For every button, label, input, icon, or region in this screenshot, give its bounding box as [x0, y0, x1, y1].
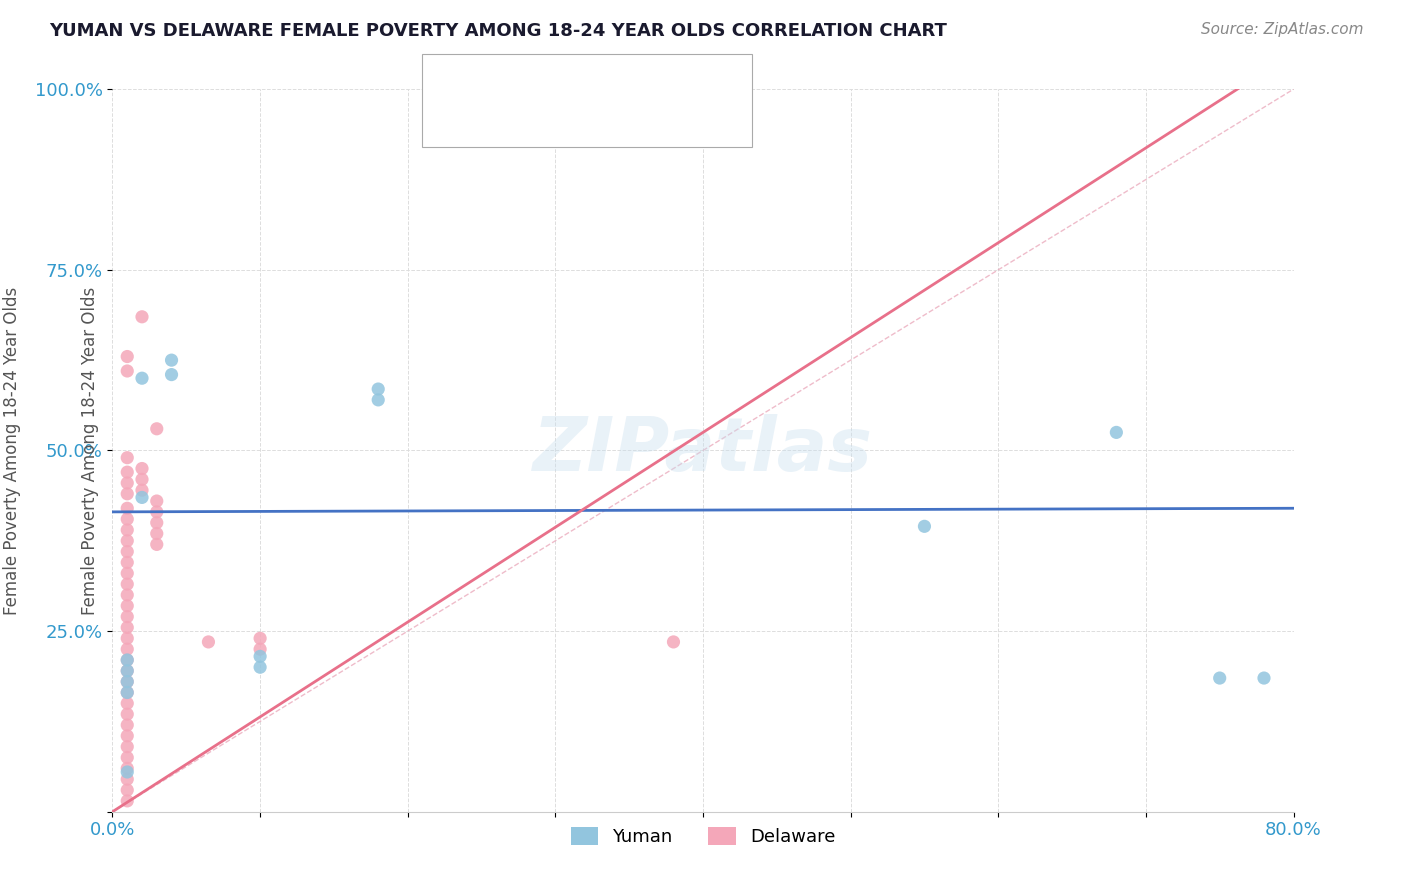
Point — [367, 392, 389, 407]
Point — [1105, 425, 1128, 440]
Text: Source: ZipAtlas.com: Source: ZipAtlas.com — [1201, 22, 1364, 37]
Point — [117, 599, 138, 613]
Point — [367, 382, 389, 396]
Point — [117, 739, 138, 754]
Point — [117, 566, 138, 581]
Point — [117, 475, 138, 490]
Point — [117, 364, 138, 378]
Y-axis label: Female Poverty Among 18-24 Year Olds: Female Poverty Among 18-24 Year Olds — [3, 286, 21, 615]
Point — [914, 519, 936, 533]
Point — [117, 609, 138, 624]
Point — [117, 588, 138, 602]
Point — [117, 718, 138, 732]
Point — [117, 707, 138, 722]
Point — [131, 472, 153, 486]
Text: ■: ■ — [443, 68, 463, 87]
Point — [117, 642, 138, 657]
Point — [117, 620, 138, 634]
Point — [1208, 671, 1232, 685]
Point — [131, 310, 153, 324]
Point — [117, 544, 138, 558]
Point — [117, 487, 138, 501]
Point — [117, 465, 138, 479]
Point — [249, 642, 271, 657]
Point — [117, 794, 138, 808]
Legend: Yuman, Delaware: Yuman, Delaware — [564, 820, 842, 854]
Point — [117, 685, 138, 699]
Point — [146, 505, 169, 519]
Point — [117, 750, 138, 764]
Text: ■: ■ — [443, 109, 463, 128]
Point — [117, 653, 138, 667]
Point — [117, 783, 138, 797]
Point — [117, 350, 138, 364]
Point — [117, 674, 138, 689]
Point — [117, 664, 138, 678]
Point — [117, 772, 138, 787]
Point — [249, 660, 271, 674]
Point — [117, 729, 138, 743]
Point — [131, 491, 153, 505]
Point — [160, 353, 183, 368]
Point — [117, 674, 138, 689]
Point — [131, 371, 153, 385]
Point — [117, 761, 138, 775]
Point — [146, 526, 169, 541]
Point — [117, 696, 138, 710]
Point — [146, 422, 169, 436]
Point — [117, 577, 138, 591]
Point — [117, 632, 138, 646]
Point — [117, 556, 138, 570]
Text: ZIPatlas: ZIPatlas — [533, 414, 873, 487]
Point — [117, 664, 138, 678]
Point — [249, 632, 271, 646]
Point — [249, 649, 271, 664]
Point — [146, 494, 169, 508]
Point — [117, 685, 138, 699]
Point — [146, 537, 169, 551]
Point — [146, 516, 169, 530]
Point — [117, 512, 138, 526]
Point — [1253, 671, 1275, 685]
Text: R = -0.016   N = 17: R = -0.016 N = 17 — [471, 69, 678, 87]
Point — [131, 461, 153, 475]
Point — [197, 635, 219, 649]
Point — [117, 764, 138, 779]
Point — [117, 523, 138, 537]
Text: YUMAN VS DELAWARE FEMALE POVERTY AMONG 18-24 YEAR OLDS CORRELATION CHART: YUMAN VS DELAWARE FEMALE POVERTY AMONG 1… — [49, 22, 948, 40]
Point — [117, 533, 138, 548]
Text: R =  0.230   N = 48: R = 0.230 N = 48 — [471, 110, 678, 128]
Point — [662, 635, 685, 649]
Point — [117, 501, 138, 516]
Point — [131, 483, 153, 498]
Point — [117, 653, 138, 667]
Point — [117, 450, 138, 465]
Y-axis label: Female Poverty Among 18-24 Year Olds: Female Poverty Among 18-24 Year Olds — [80, 286, 98, 615]
Point — [160, 368, 183, 382]
